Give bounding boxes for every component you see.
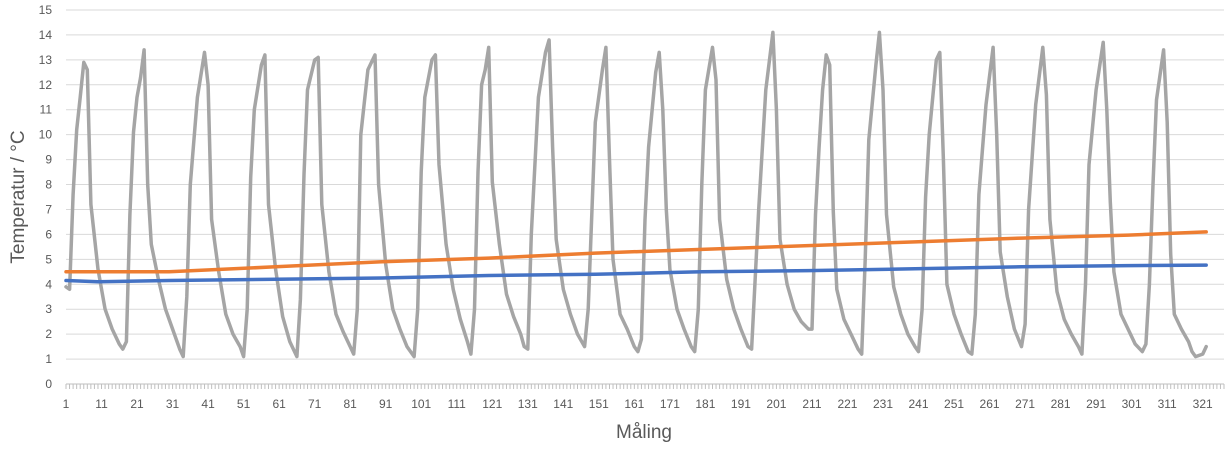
x-tick-label: 161 bbox=[624, 397, 644, 411]
y-tick-label: 12 bbox=[39, 78, 53, 92]
x-tick-label: 261 bbox=[980, 397, 1000, 411]
x-axis-title: Måling bbox=[616, 422, 672, 443]
x-tick-label: 51 bbox=[237, 397, 251, 411]
x-tick-label: 41 bbox=[201, 397, 215, 411]
y-tick-label: 0 bbox=[45, 377, 52, 391]
x-tick-label: 321 bbox=[1193, 397, 1213, 411]
y-tick-label: 11 bbox=[40, 103, 53, 117]
x-tick-label: 81 bbox=[343, 397, 357, 411]
x-tick-label: 311 bbox=[1158, 397, 1177, 411]
y-tick-label: 14 bbox=[39, 28, 53, 42]
x-tick-label: 191 bbox=[731, 397, 751, 411]
y-axis-title: Temperatur / °C bbox=[8, 130, 29, 263]
x-tick-label: 111 bbox=[448, 397, 467, 411]
series-layer bbox=[64, 30, 1208, 359]
x-tick-label: 171 bbox=[660, 397, 680, 411]
x-tick-label: 21 bbox=[130, 397, 144, 411]
y-tick-label: 2 bbox=[45, 327, 52, 341]
y-tick-label: 7 bbox=[45, 202, 52, 216]
x-tick-label: 241 bbox=[908, 397, 928, 411]
x-tick-label: 281 bbox=[1051, 397, 1071, 411]
x-tick-label: 231 bbox=[873, 397, 893, 411]
y-tick-label: 4 bbox=[45, 277, 52, 291]
x-tick-label: 141 bbox=[553, 397, 573, 411]
x-tick-label: 211 bbox=[802, 397, 821, 411]
y-tick-label: 3 bbox=[45, 302, 52, 316]
y-tick-label: 8 bbox=[45, 178, 52, 192]
x-tick-label: 101 bbox=[411, 397, 431, 411]
x-tick-label: 31 bbox=[166, 397, 180, 411]
series-line-gray bbox=[64, 30, 1208, 359]
x-tick-labels: 1 11 21 31 41 51 61 71 81 91 101 111 121 131 141 151 161… bbox=[63, 397, 1213, 411]
y-tick-label: 6 bbox=[45, 227, 52, 241]
x-tick-label: 71 bbox=[308, 397, 322, 411]
x-tick-label: 61 bbox=[272, 397, 286, 411]
x-tick-label: 271 bbox=[1015, 397, 1035, 411]
x-tick-label: 201 bbox=[766, 397, 786, 411]
y-tick-label: 1 bbox=[45, 352, 52, 366]
y-tick-label: 13 bbox=[39, 53, 53, 67]
x-tick-label: 151 bbox=[589, 397, 609, 411]
x-tick-label: 11 bbox=[95, 397, 108, 411]
x-axis bbox=[65, 383, 1225, 389]
series-line-orange bbox=[64, 230, 1208, 274]
x-tick-label: 251 bbox=[944, 397, 964, 411]
x-tick-label: 1 bbox=[63, 397, 70, 411]
y-tick-label: 9 bbox=[45, 153, 52, 167]
series-line-blue bbox=[64, 263, 1208, 284]
x-tick-label: 221 bbox=[837, 397, 857, 411]
x-tick-label: 131 bbox=[518, 397, 538, 411]
y-tick-label: 5 bbox=[45, 252, 52, 266]
x-tick-label: 91 bbox=[379, 397, 393, 411]
x-tick-label: 181 bbox=[695, 397, 715, 411]
x-tick-label: 121 bbox=[482, 397, 502, 411]
x-tick-label: 291 bbox=[1086, 397, 1106, 411]
y-tick-label: 15 bbox=[39, 3, 53, 17]
y-tick-label: 10 bbox=[39, 128, 53, 142]
x-tick-label: 301 bbox=[1122, 397, 1142, 411]
